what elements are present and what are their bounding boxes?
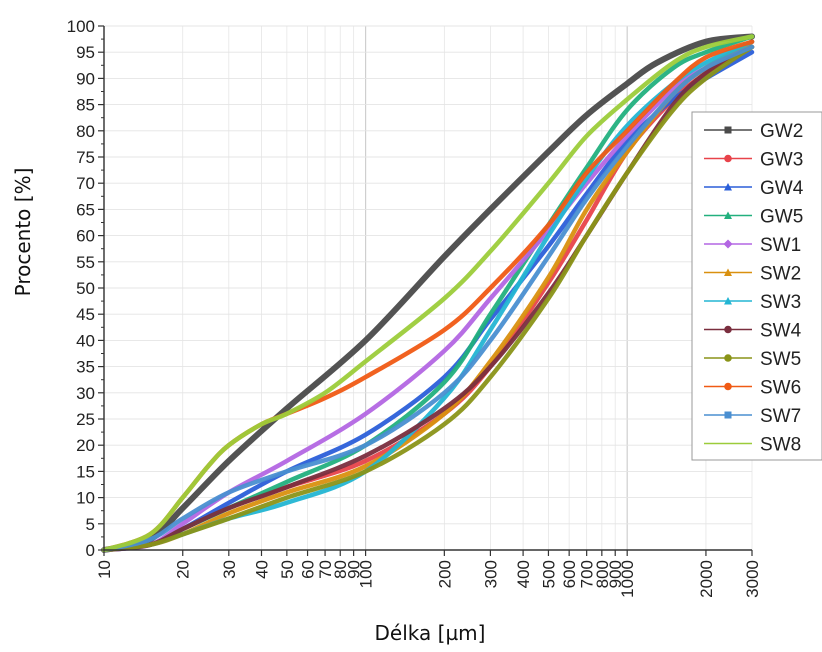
x-tick-label: 70 <box>316 560 335 579</box>
x-tick-label: 30 <box>220 560 239 579</box>
y-tick-label: 50 <box>76 279 95 298</box>
y-tick-label: 20 <box>76 436 95 455</box>
x-tick-label: 200 <box>435 560 454 588</box>
x-tick-label: 2000 <box>697 560 716 598</box>
x-tick-label: 600 <box>560 560 579 588</box>
x-tick-label: 900 <box>606 560 625 588</box>
x-tick-label: 10 <box>95 560 114 579</box>
y-tick-label: 55 <box>76 253 95 272</box>
x-tick-label: 80 <box>331 560 350 579</box>
legend-label-sw1: SW1 <box>760 235 801 256</box>
y-tick-label: 0 <box>86 541 95 560</box>
legend-marker <box>724 325 732 334</box>
legend-label-sw4: SW4 <box>760 321 802 342</box>
y-axis-title: Procento [%] <box>11 168 35 297</box>
y-tick-label: 80 <box>76 122 95 141</box>
y-tick-label: 45 <box>76 305 95 324</box>
legend-label-gw2: GW2 <box>760 121 803 142</box>
x-tick-label: 400 <box>514 560 533 588</box>
series-line-sw5 <box>101 44 755 553</box>
x-tick-label: 300 <box>481 560 500 588</box>
y-tick-label: 35 <box>76 358 95 377</box>
y-tick-label: 85 <box>76 96 95 115</box>
x-tick-label: 40 <box>252 560 271 579</box>
x-tick-label: 1000 <box>618 560 637 598</box>
y-tick-label: 65 <box>76 200 95 219</box>
legend-label-sw5: SW5 <box>760 349 801 370</box>
y-tick-label: 70 <box>76 174 95 193</box>
legend-marker <box>724 126 732 134</box>
legend-label-gw5: GW5 <box>760 207 803 228</box>
y-tick-label: 75 <box>76 148 95 167</box>
legend-marker <box>724 382 732 391</box>
axes <box>98 25 753 556</box>
x-tick-label: 100 <box>357 560 376 588</box>
series-lines <box>101 33 755 553</box>
legend-marker <box>724 268 732 276</box>
tick-labels: 0 5 10 15 20 25 30 35 40 45 50 55 60 65 70 75 80 85 90 95 10… <box>67 17 762 598</box>
legend-marker <box>724 354 732 362</box>
x-tick-label: 500 <box>539 560 558 588</box>
y-tick-label: 5 <box>86 515 95 534</box>
legend-label-sw2: SW2 <box>760 264 801 285</box>
legend-marker <box>724 411 732 419</box>
legend-marker <box>724 154 732 163</box>
y-tick-label: 10 <box>76 489 95 508</box>
y-tick-label: 25 <box>76 410 95 429</box>
legend-label-gw4: GW4 <box>760 178 804 199</box>
legend-label-sw6: SW6 <box>760 378 801 399</box>
x-tick-label: 50 <box>278 560 297 579</box>
legend-label-sw7: SW7 <box>760 406 801 427</box>
x-tick-label: 60 <box>299 560 318 579</box>
legend-label-gw3: GW3 <box>760 150 803 171</box>
x-tick-label: 3000 <box>743 560 762 598</box>
legend-label-sw3: SW3 <box>760 292 801 313</box>
legend: GW2 GW3 GW4 GW5 SW1 SW2 SW3 SW4 SW5 SW6 SW7 SW8 <box>691 111 822 461</box>
x-tick-label: 800 <box>593 560 612 588</box>
x-tick-label: 700 <box>578 560 597 588</box>
legend-marker <box>724 211 732 219</box>
series-line-sw8 <box>101 34 755 553</box>
y-tick-label: 15 <box>76 462 95 481</box>
y-tick-label: 40 <box>76 331 95 350</box>
y-tick-label: 60 <box>76 227 95 246</box>
series-line-sw7 <box>101 44 755 553</box>
x-tick-label: 20 <box>174 560 193 579</box>
series-line-sw4 <box>101 44 755 553</box>
legend-box <box>691 111 822 461</box>
legend-marker <box>724 297 732 305</box>
y-tick-label: 30 <box>76 384 95 403</box>
series-line-sw1 <box>101 44 755 553</box>
legend-marker <box>724 183 732 191</box>
y-tick-label: 95 <box>76 43 95 62</box>
legend-label-sw8: SW8 <box>760 435 801 456</box>
y-tick-label: 100 <box>67 17 95 36</box>
x-tick-label: 90 <box>345 560 364 579</box>
x-axis-title: Délka [µm] <box>375 621 486 645</box>
series-line-gw2 <box>101 33 755 553</box>
legend-marker <box>723 239 733 249</box>
y-tick-label: 90 <box>76 69 95 88</box>
